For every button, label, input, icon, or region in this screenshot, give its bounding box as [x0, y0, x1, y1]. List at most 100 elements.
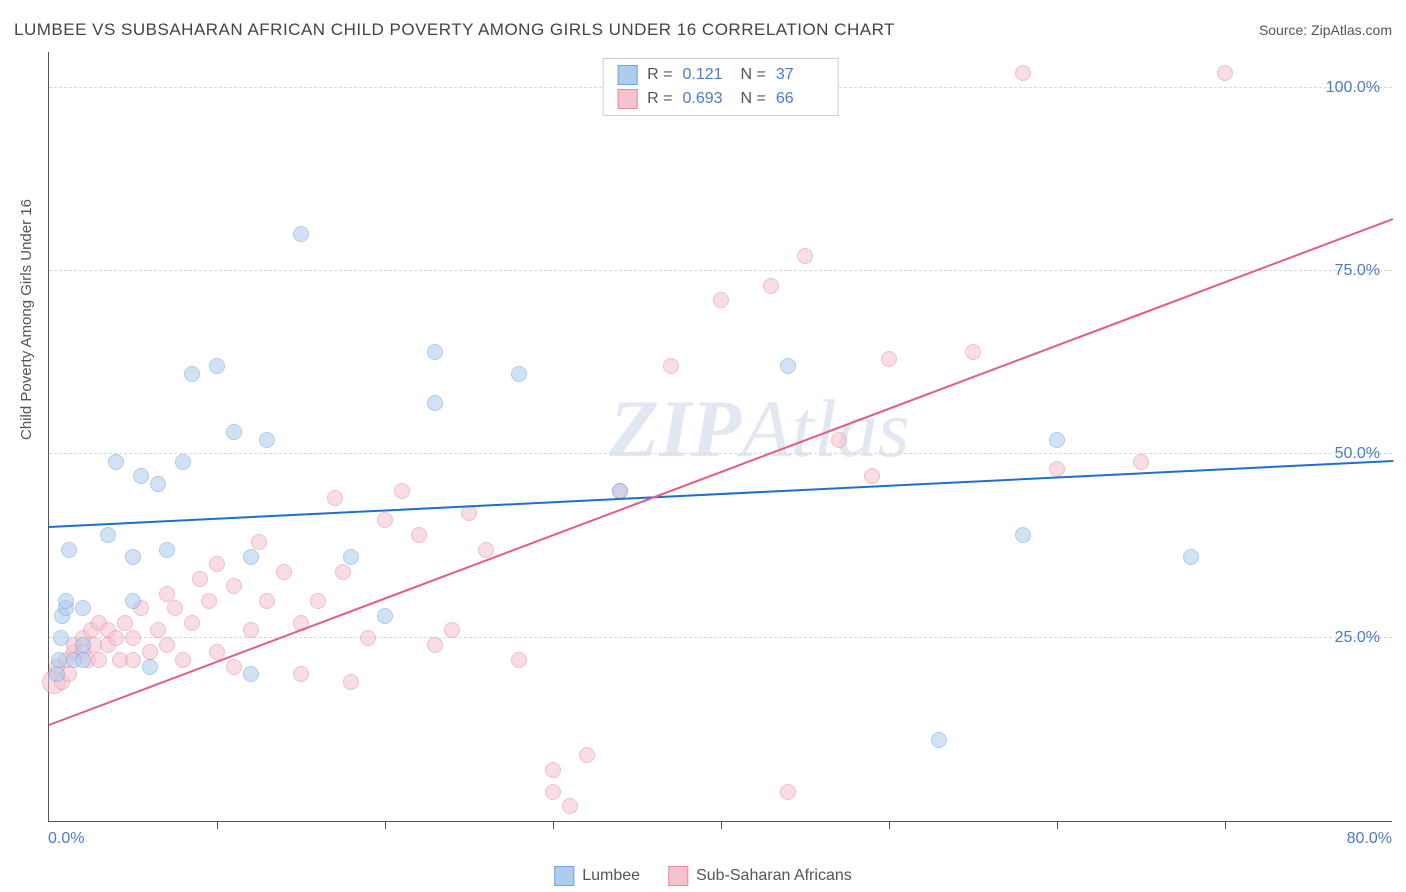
lumbee-point	[243, 549, 259, 565]
lumbee-point	[100, 527, 116, 543]
watermark: ZIPAtlas	[609, 382, 910, 476]
lumbee-point	[159, 542, 175, 558]
lumbee-point	[184, 366, 200, 382]
R-label: R =	[647, 66, 672, 84]
lumbee-point	[51, 652, 67, 668]
ytick-label: 50.0%	[1335, 445, 1380, 463]
subsaharan-point	[184, 615, 200, 631]
xtick-mark	[721, 821, 722, 829]
subsaharan-point	[394, 483, 410, 499]
subsaharan-point	[763, 278, 779, 294]
gridline	[49, 453, 1392, 454]
stats-legend: R = 0.121 N = 37 R = 0.693 N = 66	[602, 58, 839, 116]
lumbee-point	[75, 652, 91, 668]
lumbee-point	[49, 666, 65, 682]
subsaharan-point	[276, 564, 292, 580]
subsaharan-point	[209, 556, 225, 572]
subsaharan-point	[108, 630, 124, 646]
lumbee-point	[780, 358, 796, 374]
subsaharan-point	[159, 586, 175, 602]
subsaharan-N-value: 66	[776, 90, 824, 108]
ytick-label: 75.0%	[1335, 262, 1380, 280]
lumbee-point	[175, 454, 191, 470]
lumbee-point	[511, 366, 527, 382]
subsaharan-point	[511, 652, 527, 668]
lumbee-point	[427, 344, 443, 360]
subsaharan-swatch	[617, 89, 637, 109]
lumbee-N-value: 37	[776, 66, 824, 84]
lumbee-point	[108, 454, 124, 470]
xtick-mark	[553, 821, 554, 829]
lumbee-point	[1049, 432, 1065, 448]
lumbee-point	[377, 608, 393, 624]
subsaharan-point	[797, 248, 813, 264]
N-label: N =	[741, 90, 766, 108]
chart-title: LUMBEE VS SUBSAHARAN AFRICAN CHILD POVER…	[14, 20, 895, 40]
ytick-label: 25.0%	[1335, 629, 1380, 647]
R-label: R =	[647, 90, 672, 108]
subsaharan-point	[159, 637, 175, 653]
lumbee-swatch	[554, 866, 574, 886]
plot-area: ZIPAtlas 25.0% 50.0% 75.0% 100.0% R = 0.121…	[48, 52, 1392, 822]
subsaharan-swatch	[668, 866, 688, 886]
ytick-label: 100.0%	[1326, 79, 1380, 97]
legend-item-lumbee: Lumbee	[554, 866, 640, 886]
subsaharan-point	[478, 542, 494, 558]
subsaharan-point	[327, 490, 343, 506]
subsaharan-point	[444, 622, 460, 638]
lumbee-R-value: 0.121	[683, 66, 731, 84]
subsaharan-point	[293, 666, 309, 682]
subsaharan-point	[1133, 454, 1149, 470]
subsaharan-label: Sub-Saharan Africans	[696, 867, 852, 885]
lumbee-point	[1015, 527, 1031, 543]
subsaharan-point	[150, 622, 166, 638]
xtick-mark	[889, 821, 890, 829]
lumbee-point	[125, 593, 141, 609]
stats-row-lumbee: R = 0.121 N = 37	[617, 63, 824, 87]
subsaharan-point	[192, 571, 208, 587]
xtick-mark	[217, 821, 218, 829]
subsaharan-point	[226, 659, 242, 675]
subsaharan-point	[251, 534, 267, 550]
subsaharan-point	[310, 593, 326, 609]
lumbee-point	[150, 476, 166, 492]
y-axis-label: Child Poverty Among Girls Under 16	[18, 199, 35, 440]
subsaharan-point	[427, 637, 443, 653]
xtick-mark	[1225, 821, 1226, 829]
lumbee-point	[343, 549, 359, 565]
subsaharan-point	[1049, 461, 1065, 477]
subsaharan-point	[377, 512, 393, 528]
lumbee-point	[133, 468, 149, 484]
x-end-label: 80.0%	[1347, 830, 1392, 848]
lumbee-point	[58, 593, 74, 609]
subsaharan-point	[125, 652, 141, 668]
lumbee-point	[75, 637, 91, 653]
legend-item-subsaharan: Sub-Saharan Africans	[668, 866, 852, 886]
subsaharan-point	[881, 351, 897, 367]
lumbee-point	[612, 483, 628, 499]
lumbee-point	[259, 432, 275, 448]
subsaharan-point	[713, 292, 729, 308]
subsaharan-point	[831, 432, 847, 448]
subsaharan-point	[259, 593, 275, 609]
xtick-mark	[1057, 821, 1058, 829]
subsaharan-point	[1015, 65, 1031, 81]
lumbee-point	[1183, 549, 1199, 565]
subsaharan-point	[226, 578, 242, 594]
subsaharan-point	[579, 747, 595, 763]
lumbee-point	[293, 226, 309, 242]
subsaharan-point	[343, 674, 359, 690]
lumbee-label: Lumbee	[582, 867, 640, 885]
lumbee-point	[226, 424, 242, 440]
subsaharan-point	[142, 644, 158, 660]
lumbee-point	[142, 659, 158, 675]
subsaharan-point	[663, 358, 679, 374]
source-label: Source: ZipAtlas.com	[1259, 22, 1392, 38]
subsaharan-point	[335, 564, 351, 580]
gridline	[49, 270, 1392, 271]
subsaharan-point	[360, 630, 376, 646]
lumbee-point	[61, 542, 77, 558]
subsaharan-point	[562, 798, 578, 814]
subsaharan-point	[201, 593, 217, 609]
xtick-mark	[385, 821, 386, 829]
